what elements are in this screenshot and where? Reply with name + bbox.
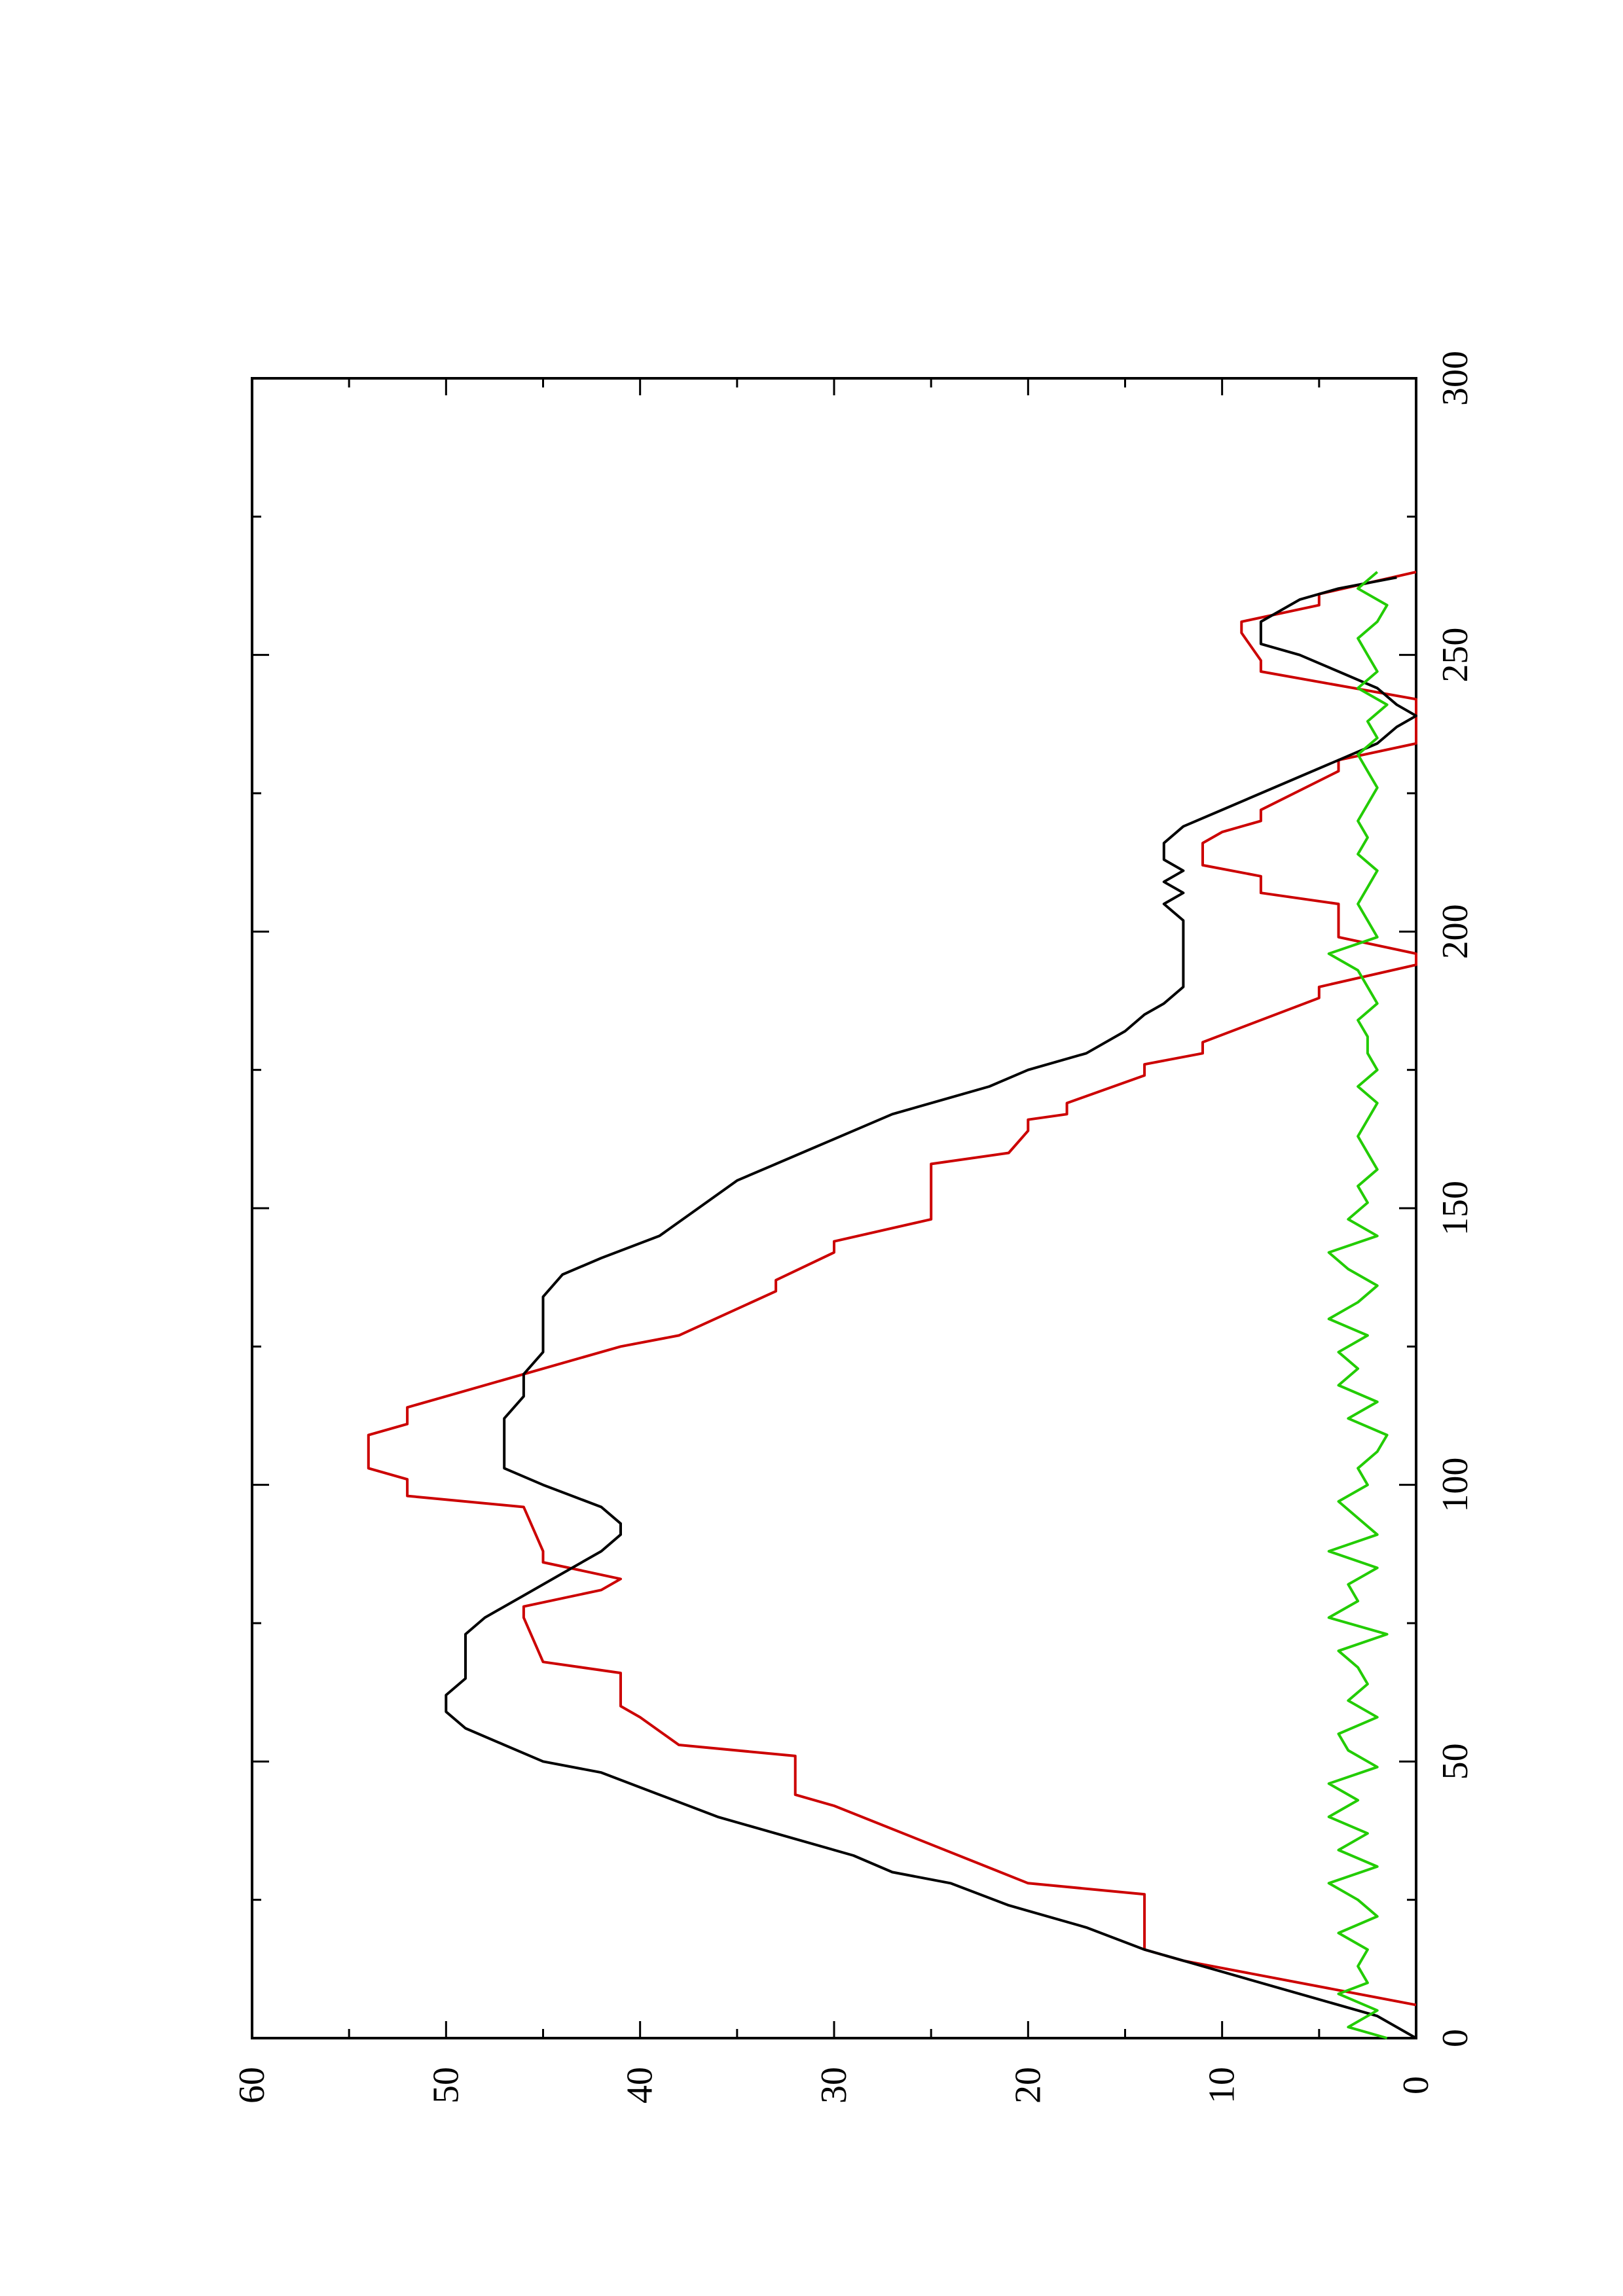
- x-tick-label-200: 200: [1435, 904, 1476, 959]
- y-tick-label-30: 30: [814, 2067, 854, 2104]
- x-tick-label-50: 50: [1435, 1743, 1476, 1780]
- y-tick-label-60: 60: [232, 2067, 272, 2104]
- x-tick-label-300: 300: [1435, 351, 1476, 406]
- y-tick-label-20: 20: [1008, 2067, 1048, 2104]
- axis-ticks: [251, 377, 1417, 2039]
- x-tick-label-150: 150: [1435, 1181, 1476, 1236]
- x-tick-label-250: 250: [1435, 628, 1476, 683]
- y-tick-label-10: 10: [1202, 2067, 1243, 2104]
- y-tick-label-50: 50: [426, 2067, 466, 2104]
- series-group: [367, 570, 1417, 2039]
- series-line-2: [445, 576, 1417, 2039]
- y-tick-label-0: 0: [1396, 2076, 1436, 2094]
- x-tick-label-100: 100: [1435, 1458, 1476, 1513]
- series-line-3: [1327, 571, 1389, 2039]
- axis-tick-labels: 0 50 100 150 200 250 300 0 10 20 30 40 50 60: [232, 351, 1476, 2104]
- x-tick-label-0: 0: [1435, 2029, 1476, 2047]
- y-tick-label-40: 40: [620, 2067, 661, 2104]
- series-line-1: [367, 570, 1417, 2007]
